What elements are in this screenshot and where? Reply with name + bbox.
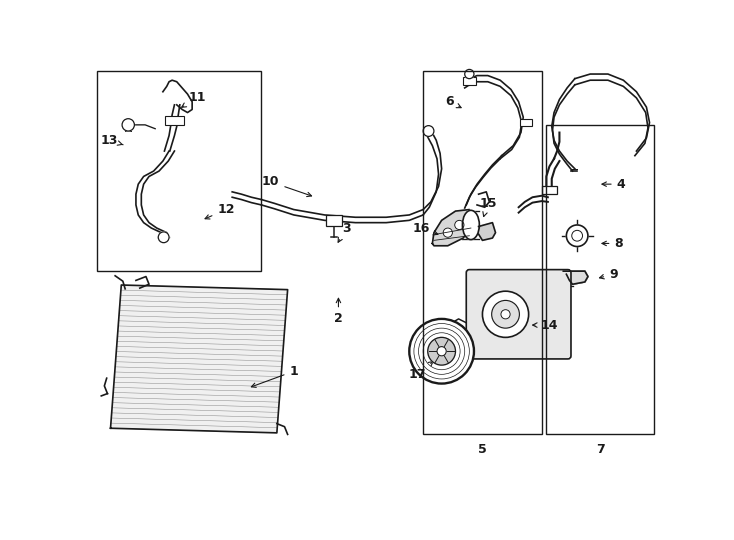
Text: 10: 10 <box>262 176 311 197</box>
Circle shape <box>482 291 528 338</box>
Text: 13: 13 <box>101 134 123 147</box>
Circle shape <box>423 126 434 137</box>
Circle shape <box>428 338 456 365</box>
Bar <box>423 71 542 434</box>
Text: 11: 11 <box>182 91 206 107</box>
FancyBboxPatch shape <box>466 269 571 359</box>
Text: 2: 2 <box>334 298 343 326</box>
Circle shape <box>122 119 134 131</box>
Polygon shape <box>563 271 588 284</box>
Bar <box>165 116 184 125</box>
Bar <box>520 119 532 126</box>
Circle shape <box>455 220 464 230</box>
Text: 6: 6 <box>445 95 461 108</box>
Text: 4: 4 <box>602 178 625 191</box>
Polygon shape <box>479 222 495 240</box>
Polygon shape <box>432 210 473 246</box>
Bar <box>542 186 557 194</box>
Text: 15: 15 <box>479 197 497 217</box>
Text: 3: 3 <box>338 221 350 242</box>
Text: 16: 16 <box>413 221 438 235</box>
Text: 14: 14 <box>533 319 558 332</box>
Text: 5: 5 <box>478 443 487 456</box>
Text: 1: 1 <box>251 364 298 387</box>
Text: 8: 8 <box>602 237 623 250</box>
Circle shape <box>492 300 520 328</box>
Text: 7: 7 <box>596 443 605 456</box>
Circle shape <box>443 228 452 237</box>
Ellipse shape <box>462 211 479 240</box>
Bar <box>326 215 341 226</box>
Circle shape <box>465 70 474 79</box>
Bar <box>463 77 476 85</box>
Circle shape <box>159 232 169 242</box>
Circle shape <box>410 319 474 383</box>
Circle shape <box>437 347 446 356</box>
Text: 12: 12 <box>205 203 235 219</box>
Polygon shape <box>111 285 288 433</box>
Text: 9: 9 <box>600 268 617 281</box>
Circle shape <box>501 309 510 319</box>
Bar <box>98 71 261 271</box>
Text: 17: 17 <box>408 361 433 381</box>
Bar <box>546 125 654 434</box>
Circle shape <box>567 225 588 247</box>
